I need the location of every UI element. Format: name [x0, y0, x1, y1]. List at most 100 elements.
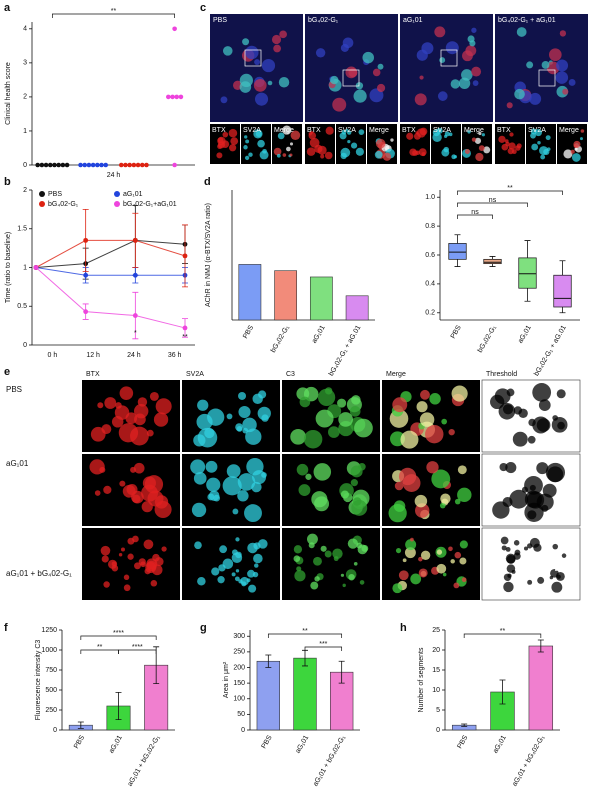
- image-texture: [514, 88, 525, 100]
- image-texture: [505, 546, 511, 552]
- image-texture: [448, 428, 455, 436]
- image-texture: [453, 582, 460, 589]
- zoom-box: [440, 49, 458, 67]
- image-texture: [127, 553, 134, 560]
- image-texture: [306, 147, 316, 156]
- channel-label: BTX: [497, 127, 511, 134]
- image-texture: [561, 553, 567, 558]
- x-tick-label: aG₁01: [108, 734, 124, 754]
- y-tick-label: 1000: [41, 647, 57, 654]
- x-tick-label: PBS: [261, 734, 274, 750]
- image-texture: [527, 510, 537, 520]
- image-texture: [238, 405, 251, 419]
- image-texture: [257, 139, 265, 148]
- channel-label: BTX: [402, 127, 416, 134]
- image-texture: [149, 391, 159, 401]
- image-texture: [372, 68, 381, 77]
- image-texture: [457, 487, 472, 503]
- image-texture: [537, 576, 545, 584]
- y-tick-label: 1: [23, 128, 27, 135]
- image-texture: [289, 153, 293, 157]
- panel-label: c: [200, 2, 206, 14]
- image-texture: [155, 398, 172, 415]
- image-texture: [251, 481, 262, 493]
- image-texture: [332, 548, 343, 559]
- y-tick-label: 0: [53, 727, 57, 734]
- image-texture: [392, 583, 403, 594]
- image-texture: [232, 508, 239, 515]
- image-texture: [340, 573, 345, 577]
- image-texture: [410, 537, 414, 542]
- y-tick-label: 15: [432, 667, 440, 674]
- image-texture: [253, 542, 261, 550]
- dot: [144, 162, 149, 168]
- point: [132, 237, 138, 243]
- image-texture: [222, 131, 229, 138]
- image-texture: [529, 484, 536, 491]
- image-texture: [211, 567, 220, 576]
- image-texture: [294, 570, 306, 582]
- image-texture: [293, 555, 301, 562]
- image-texture: [501, 143, 509, 151]
- error-bar: [461, 723, 468, 727]
- image-texture: [527, 435, 536, 444]
- annotation: **: [182, 334, 188, 341]
- image-texture: [527, 543, 533, 549]
- image-texture: [237, 490, 249, 502]
- image-texture: [216, 152, 223, 159]
- image-texture: [111, 564, 119, 572]
- image-texture: [350, 142, 358, 149]
- image-texture: [150, 579, 158, 587]
- channel-label: BTX: [307, 127, 321, 134]
- y-tick-label: 750: [45, 667, 57, 674]
- image-texture: [515, 145, 521, 151]
- significance-bracket: [304, 646, 343, 651]
- image-texture: [307, 533, 318, 545]
- image-texture: [420, 550, 431, 560]
- image-texture: [232, 549, 238, 556]
- error-bar: [115, 692, 122, 720]
- image-texture: [248, 152, 253, 157]
- image-texture: [354, 418, 373, 438]
- image-texture: [529, 92, 542, 105]
- image-texture: [545, 135, 551, 141]
- channel-label: SV2A: [528, 127, 546, 134]
- image-texture: [418, 556, 423, 562]
- y-axis-label: Time (ratio to baseline): [5, 232, 12, 303]
- image-texture: [416, 128, 427, 138]
- bar: [345, 295, 369, 321]
- y-tick-label: 0.4: [425, 281, 435, 288]
- image-texture: [498, 135, 506, 143]
- y-tick-label: 2: [23, 94, 27, 101]
- y-tick-label: 1250: [41, 627, 57, 634]
- image-texture: [518, 408, 528, 419]
- image-texture: [506, 555, 516, 564]
- image-texture: [248, 584, 257, 593]
- significance-label: **: [500, 628, 506, 635]
- image-texture: [101, 555, 109, 563]
- image-label: bG₄02-G₁: [308, 17, 339, 24]
- micrograph: [481, 527, 581, 601]
- image-texture: [311, 491, 328, 508]
- image-texture: [571, 153, 581, 162]
- dot: [39, 162, 45, 168]
- y-axis-label: Fluorescence intensity C3: [35, 640, 42, 721]
- image-texture: [143, 539, 154, 550]
- image-texture: [505, 462, 517, 474]
- image-texture: [503, 581, 514, 593]
- image-texture: [217, 576, 225, 584]
- image-texture: [445, 41, 459, 55]
- image-texture: [314, 576, 320, 582]
- image-texture: [123, 574, 130, 581]
- image-texture: [450, 79, 460, 89]
- image-texture: [296, 463, 309, 476]
- image-texture: [252, 393, 263, 405]
- image-texture: [426, 461, 439, 474]
- image-texture: [324, 151, 333, 160]
- panel-label: h: [400, 622, 407, 634]
- legend-swatch: [39, 191, 45, 197]
- image-texture: [190, 459, 206, 475]
- x-tick-label: aG₁01: [517, 324, 533, 344]
- zoom-box: [342, 69, 360, 87]
- image-texture: [442, 572, 447, 577]
